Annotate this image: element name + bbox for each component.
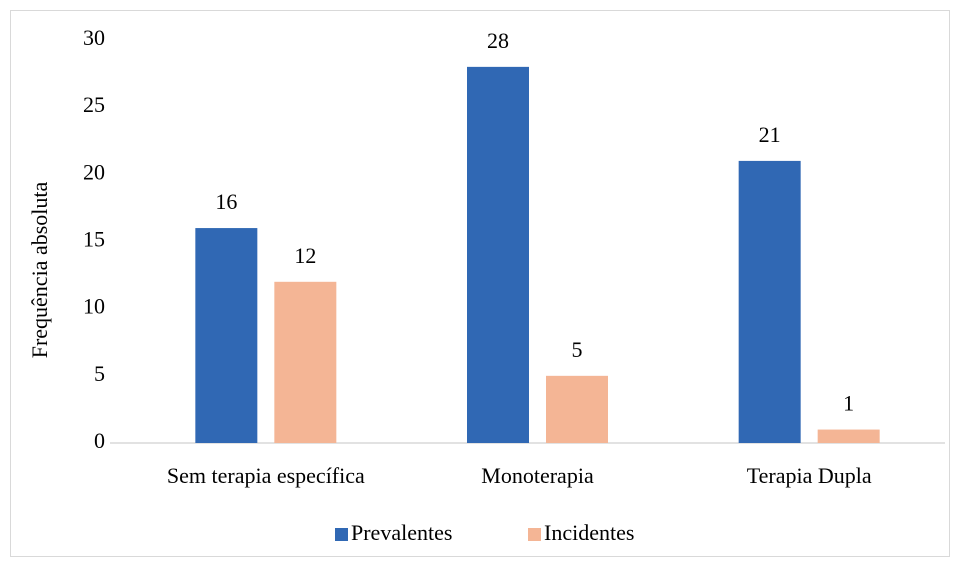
y-tick-label: 0 <box>94 428 105 453</box>
x-tick-label: Monoterapia <box>481 463 594 488</box>
data-label: 5 <box>572 337 583 362</box>
bar <box>817 429 880 443</box>
y-tick-label: 10 <box>83 294 105 319</box>
legend-label: Incidentes <box>544 520 634 545</box>
y-tick-label: 20 <box>83 159 105 184</box>
x-tick-label: Terapia Dupla <box>747 463 872 488</box>
bar <box>195 228 258 443</box>
bar <box>546 375 608 443</box>
data-label: 28 <box>487 28 509 53</box>
y-tick-label: 25 <box>83 92 105 117</box>
data-label: 12 <box>294 243 316 268</box>
data-label: 1 <box>843 391 854 416</box>
data-label: 21 <box>759 122 781 147</box>
bar <box>738 160 801 443</box>
data-label: 16 <box>215 189 237 214</box>
bar <box>467 66 529 443</box>
legend-swatch <box>335 528 348 541</box>
legend-swatch <box>528 528 541 541</box>
y-axis-label: Frequência absoluta <box>27 181 52 358</box>
y-tick-label: 30 <box>83 25 105 50</box>
bar <box>274 281 337 443</box>
x-tick-label: Sem terapia específica <box>167 463 365 488</box>
y-tick-label: 15 <box>83 227 105 252</box>
y-tick-label: 5 <box>94 361 105 386</box>
legend-label: Prevalentes <box>351 520 452 545</box>
